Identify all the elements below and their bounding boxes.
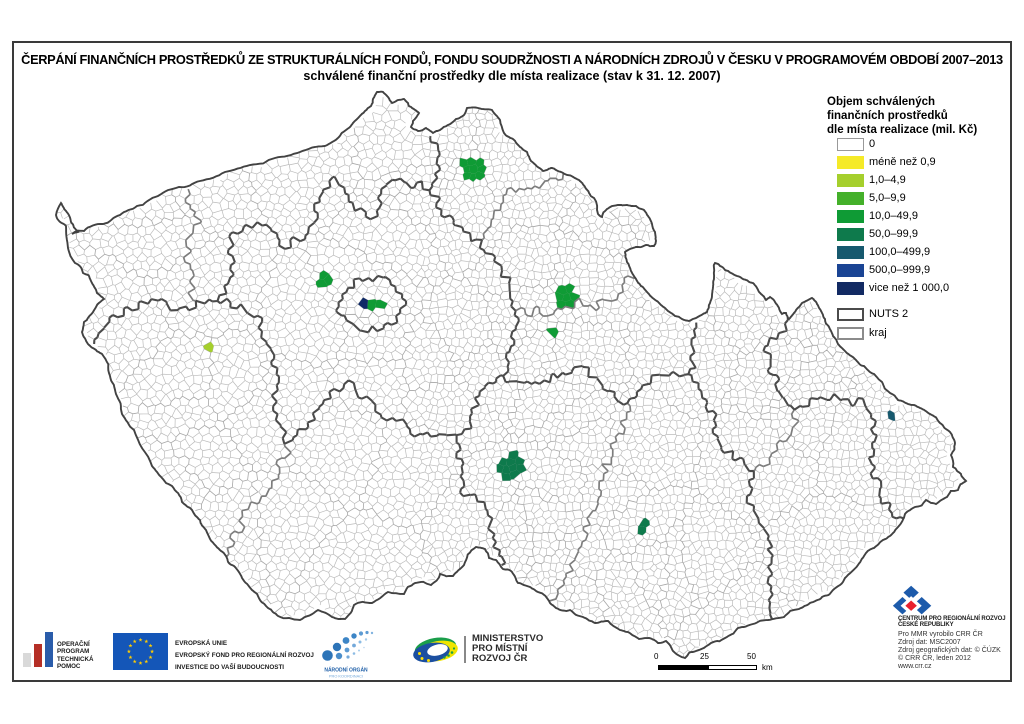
svg-text:NÁRODNÍ ORGÁN: NÁRODNÍ ORGÁN: [324, 666, 368, 674]
svg-text:PRO KOORDINACI: PRO KOORDINACI: [329, 674, 363, 679]
